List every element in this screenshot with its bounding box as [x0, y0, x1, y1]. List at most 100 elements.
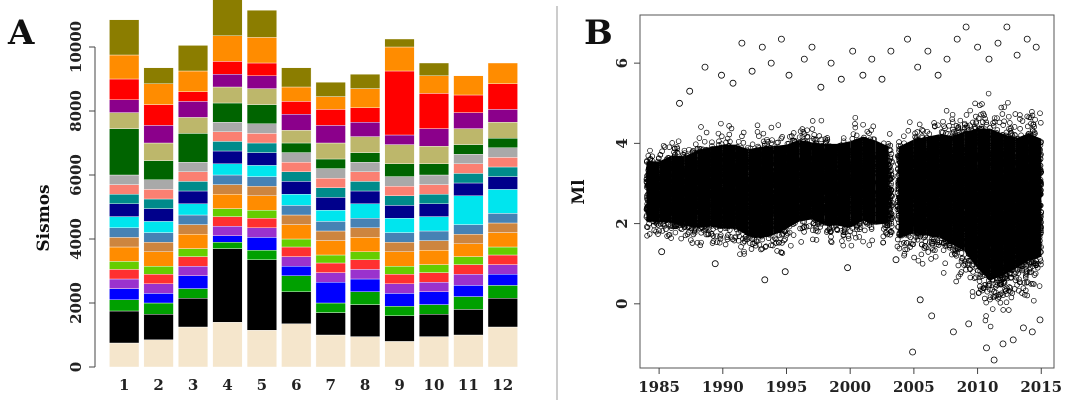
scatter-point-566	[672, 229, 679, 236]
bar-segment-3-9	[178, 214, 209, 225]
bar-segment-11-18	[453, 94, 484, 113]
scatter-point-4208	[848, 242, 855, 249]
scatter-point-2152	[754, 122, 761, 129]
scatter-point-3580	[818, 117, 825, 124]
scatter-point-2515	[760, 130, 767, 137]
x-tick-label-4: 4	[222, 376, 232, 394]
bar-segment-8-3	[350, 278, 381, 293]
bar-segment-5-18	[246, 62, 277, 77]
bar-segment-5-19	[246, 37, 277, 64]
bar-segment-6-5	[281, 246, 312, 257]
bar-segment-10-9	[418, 230, 449, 241]
bar-segment-7-6	[315, 254, 346, 264]
x-tick-label-2: 2	[153, 376, 163, 394]
scatter-point-1683	[726, 131, 733, 138]
bar-segment-1-15	[109, 128, 140, 176]
bar-segment-3-19	[178, 70, 209, 92]
bar-segment-1-4	[109, 278, 140, 289]
bar-segment-4-7	[212, 193, 243, 209]
bar-segment-11-8	[453, 233, 484, 244]
bar-segment-4-13	[212, 131, 243, 142]
bar-segment-4-17	[212, 73, 243, 88]
bar-segment-2-16	[143, 142, 174, 161]
scatter-point-3252	[801, 229, 807, 235]
scatter-point-2477	[763, 243, 769, 250]
scatter-point-433	[667, 223, 674, 230]
scatter-point-2529	[762, 244, 769, 250]
bar-segment-8-14	[350, 161, 381, 172]
bar-segment-7-7	[315, 240, 346, 256]
scatter-point-1409	[714, 239, 720, 245]
bar-segment-12-19	[487, 62, 518, 84]
bar-segment-12-15	[487, 137, 518, 148]
bar-segment-2-18	[143, 104, 174, 126]
bar-segment-7-17	[315, 125, 346, 144]
scatter-point-838	[686, 146, 692, 153]
scatter-point-1909	[736, 138, 742, 145]
bar-segment-9-1	[384, 315, 415, 342]
bar-segment-7-1	[315, 312, 346, 336]
bar-segment-11-0	[453, 334, 484, 368]
bar-segment-2-15	[143, 160, 174, 181]
bar-segment-11-11	[453, 182, 484, 197]
bar-segment-2-8	[143, 241, 174, 252]
x-tick-label-12: 12	[492, 376, 513, 394]
bar-segment-5-3	[246, 237, 277, 251]
bar-segment-6-11	[281, 181, 312, 195]
scatter-point-2245	[753, 242, 759, 249]
scatter-point-2598	[768, 124, 775, 131]
bar-segment-11-2	[453, 296, 484, 310]
bar-segment-12-18	[487, 83, 518, 110]
scatter-point-4337	[857, 224, 864, 230]
scatter-point-4133	[834, 227, 841, 234]
bar-segment-10-3	[418, 291, 449, 305]
bar-segment-4-9	[212, 174, 243, 185]
scatter-point-2047	[736, 233, 742, 240]
x-tick-label-9: 9	[394, 376, 404, 394]
bar-segment-2-1	[143, 314, 174, 341]
y-tick-label-2000: 2000	[67, 282, 85, 324]
bar-segment-4-10	[212, 163, 243, 176]
bar-segment-5-11	[246, 152, 277, 166]
bar-segment-11-19	[453, 75, 484, 96]
bar-segment-5-9	[246, 176, 277, 187]
bar-segment-10-14	[418, 174, 449, 185]
scatter-point-118	[649, 153, 656, 160]
scatter-point-32	[644, 224, 651, 231]
bar-segment-4-0	[212, 322, 243, 368]
bar-segment-9-19	[384, 46, 415, 72]
bar-segment-5-1	[246, 259, 277, 331]
bar-segment-12-4	[487, 264, 518, 275]
bar-segment-7-19	[315, 96, 346, 110]
bar-segment-5-7	[246, 195, 277, 211]
bar-segment-8-16	[350, 136, 381, 153]
bar-segment-11-12	[453, 173, 484, 184]
scatter-point-2695	[778, 135, 785, 142]
bar-segment-11-17	[453, 112, 484, 129]
bar-segment-7-13	[315, 177, 346, 188]
bar-segment-7-0	[315, 334, 346, 368]
bar-segment-5-16	[246, 88, 277, 105]
scatter-point-1372	[713, 233, 720, 239]
scatter-point-1134	[698, 230, 704, 236]
scatter-point-2846	[774, 248, 780, 254]
scatter-point-4138	[845, 233, 852, 239]
scatter-point-4171	[852, 121, 858, 127]
scatter-point-1365	[716, 239, 723, 246]
scatter-point-4187	[853, 132, 860, 139]
scatter-point-2489	[768, 242, 774, 249]
bar-segment-8-12	[350, 181, 381, 192]
bar-segment-4-11	[212, 150, 243, 165]
bar-segment-4-3	[212, 235, 243, 243]
bar-segment-1-10	[109, 216, 140, 229]
scatter-point-4199	[850, 131, 857, 137]
bar-segment-10-8	[418, 240, 449, 251]
bar-segment-4-12	[212, 141, 243, 152]
bar-segment-12-8	[487, 222, 518, 233]
bar-segment-6-7	[281, 224, 312, 240]
bar-segment-5-13	[246, 133, 277, 144]
bar-segment-8-13	[350, 171, 381, 182]
scatter-point-3547	[816, 133, 823, 139]
bar-segment-3-6	[178, 248, 209, 257]
